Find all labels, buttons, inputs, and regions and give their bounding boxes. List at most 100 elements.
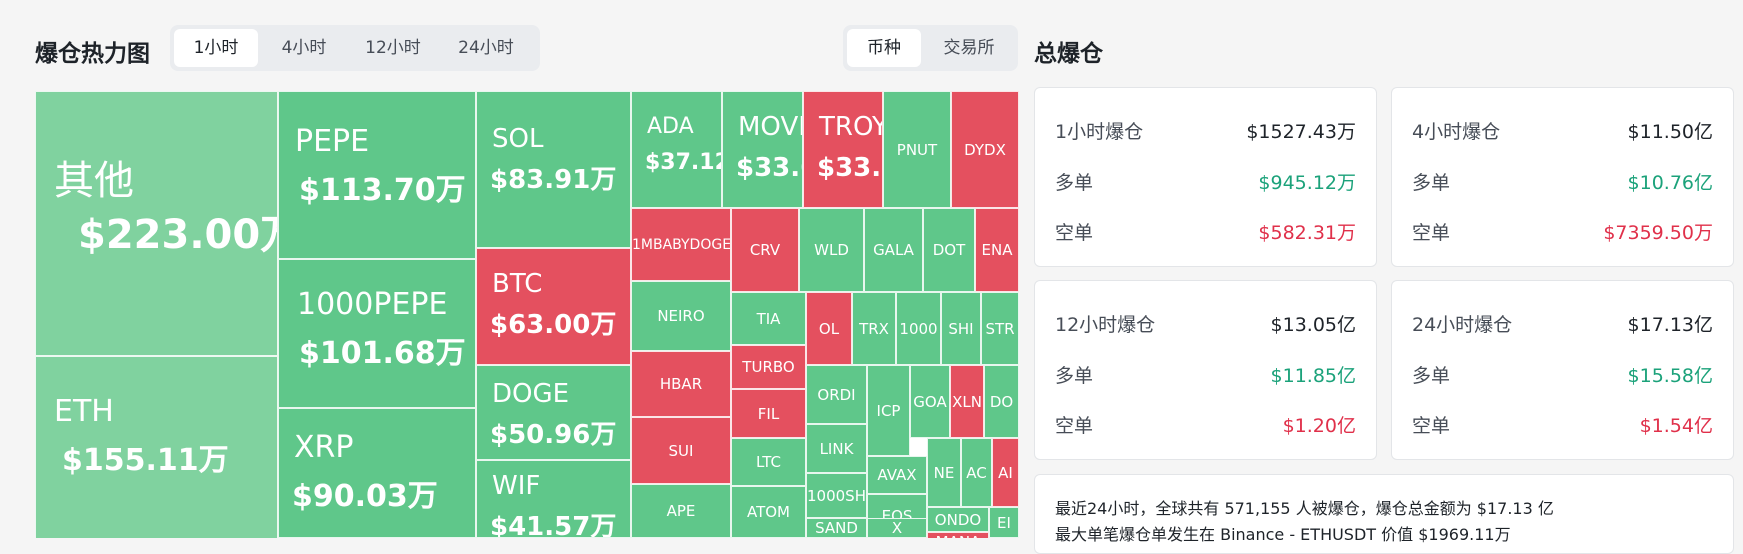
heatmap-tile[interactable]: 其他 $223.00万 [35, 91, 278, 356]
heatmap-tile[interactable]: GOA [910, 365, 950, 438]
heatmap-tile[interactable]: HBAR [631, 351, 731, 417]
heatmap-tile[interactable]: TROY $33.12万 [803, 91, 883, 208]
heatmap-tile[interactable]: XRP $90.03万 [278, 408, 476, 538]
heatmap-tile[interactable]: AI [992, 438, 1019, 507]
heatmap-tile[interactable]: ATOM [731, 486, 806, 538]
heatmap-tile[interactable]: SUI [631, 417, 731, 484]
tile-symbol: 其他 [54, 158, 134, 204]
tab-by-coin[interactable]: 币种 [847, 29, 921, 67]
heatmap-tile[interactable]: AVAX [867, 456, 927, 494]
tile-symbol: XRP [294, 430, 354, 465]
heatmap-tile[interactable]: WIF $41.57万 [476, 460, 631, 538]
heatmap-tile[interactable]: AC [961, 438, 992, 507]
tile-symbol: OL [818, 319, 840, 338]
group-by-tabs: 币种 交易所 [843, 25, 1018, 71]
tile-amount: $101.68万 [299, 336, 466, 371]
heatmap-tile[interactable]: CRV [731, 208, 799, 292]
short-label: 空单 [1055, 415, 1094, 437]
tile-symbol: PNUT [896, 140, 938, 159]
tile-symbol: 1000 [899, 319, 938, 338]
tile-symbol: TIA [756, 309, 781, 328]
heatmap-tile[interactable]: 1000PEPE $101.68万 [278, 259, 476, 408]
tile-symbol: MANA [928, 533, 988, 538]
heatmap-tile[interactable]: MANA [927, 532, 989, 538]
heatmap-tile[interactable]: DO [984, 365, 1019, 438]
tab-12h[interactable]: 12小时 [365, 38, 421, 58]
heatmap-tile[interactable]: APE [631, 484, 731, 538]
long-value: $10.76亿 [1627, 172, 1713, 194]
heatmap-tile[interactable]: FIL [731, 389, 806, 438]
heatmap-tile[interactable]: WLD [799, 208, 864, 292]
tab-4h[interactable]: 4小时 [281, 38, 327, 58]
tile-symbol: ONDO [934, 510, 982, 529]
tile-amount: $63.00万 [490, 310, 617, 340]
tile-symbol: STR [985, 319, 1015, 338]
heatmap-tile[interactable]: PNUT [883, 91, 951, 208]
tile-symbol: DOT [932, 241, 966, 259]
heatmap-tile[interactable]: TRX [852, 292, 896, 365]
tile-amount: $41.57万 [490, 512, 617, 538]
card-total: $1527.43万 [1246, 121, 1356, 143]
tab-by-exchange[interactable]: 交易所 [943, 38, 995, 58]
tab-24h[interactable]: 24小时 [458, 38, 514, 58]
heatmap-tile[interactable]: BTC $63.00万 [476, 248, 631, 365]
heatmap-tile[interactable]: NE [927, 438, 961, 507]
heatmap-tile[interactable]: 1MBABYDOGE [631, 208, 731, 281]
tile-symbol: DOGE [492, 379, 570, 409]
heatmap-tile[interactable]: 1000SH [806, 473, 867, 518]
heatmap-tile[interactable]: LINK [806, 424, 867, 473]
heatmap-tile[interactable]: ETH $155.11万 [35, 356, 278, 538]
heatmap-tile[interactable]: ADA $37.12万 [631, 91, 722, 208]
heatmap-tile[interactable]: OL [806, 292, 852, 365]
tile-amount: $223.00万 [78, 212, 278, 258]
long-label: 多单 [1055, 365, 1094, 387]
tile-symbol: GOA [913, 392, 947, 411]
heatmap-tile[interactable]: DOGE $50.96万 [476, 365, 631, 460]
heatmap-tile[interactable]: TURBO [731, 345, 806, 389]
heatmap-tile[interactable]: STR [981, 292, 1019, 365]
heatmap-tile[interactable]: MOVE $33.69万 [722, 91, 803, 208]
short-value: $7359.50万 [1603, 222, 1713, 244]
summary-line-2: 最大单笔爆仓单发生在 Binance - ETHUSDT 价值 $1969.11… [1055, 525, 1511, 544]
short-value: $1.54亿 [1639, 415, 1713, 437]
heatmap-tile[interactable]: GALA [864, 208, 923, 292]
heatmap-tile[interactable]: ENA [975, 208, 1019, 292]
tile-amount: $50.96万 [490, 420, 617, 450]
summary-line-1: 最近24小时，全球共有 571,155 人被爆仓，爆仓总金额为 $17.13 亿 [1055, 499, 1554, 518]
heatmap-tile[interactable]: ICP [867, 365, 910, 456]
tile-symbol: ICP [876, 401, 901, 420]
heatmap-tile[interactable]: X [867, 518, 927, 538]
heatmap-tile[interactable]: LTC [731, 438, 806, 486]
tile-amount: $113.70万 [299, 173, 466, 208]
tile-amount: $33.12万 [817, 153, 882, 183]
short-label: 空单 [1412, 222, 1451, 244]
heatmap-tile[interactable]: XLN [950, 365, 984, 438]
heatmap-tile[interactable]: PEPE $113.70万 [278, 91, 476, 259]
long-label: 多单 [1412, 172, 1451, 194]
heatmap-tile[interactable]: DOT [923, 208, 975, 292]
heatmap-tile[interactable]: DYDX [951, 91, 1019, 208]
heatmap-tile[interactable]: 1000 [896, 292, 941, 365]
tile-symbol: GALA [873, 241, 914, 259]
tile-symbol: ETH [54, 394, 114, 429]
heatmap-tile[interactable]: NEIRO [631, 281, 731, 351]
heatmap-tile[interactable]: SOL $83.91万 [476, 91, 631, 248]
heatmap-tile[interactable]: TIA [731, 292, 806, 345]
heatmap-tile[interactable]: ONDO [927, 507, 989, 532]
tile-symbol: SOL [492, 124, 544, 154]
tile-symbol: AC [966, 463, 987, 482]
tile-symbol: DO [989, 392, 1014, 411]
card-title: 24小时爆仓 [1412, 314, 1513, 336]
stat-card-4h: 4小时爆仓 $11.50亿 多单 $10.76亿 空单 $7359.50万 [1391, 87, 1734, 267]
heatmap-tile[interactable]: SHI [941, 292, 981, 365]
tile-symbol: ADA [647, 114, 694, 139]
heatmap-tile[interactable]: ORDI [806, 365, 867, 424]
tab-1h[interactable]: 1小时 [174, 29, 258, 67]
long-value: $15.58亿 [1627, 365, 1713, 387]
long-value: $945.12万 [1258, 172, 1356, 194]
tile-symbol: 1MBABYDOGE [632, 236, 731, 253]
heatmap-tile[interactable]: EI [989, 507, 1019, 538]
tile-symbol: XLN [952, 392, 982, 411]
card-title: 4小时爆仓 [1412, 121, 1501, 143]
heatmap-tile[interactable]: SAND [806, 518, 867, 538]
